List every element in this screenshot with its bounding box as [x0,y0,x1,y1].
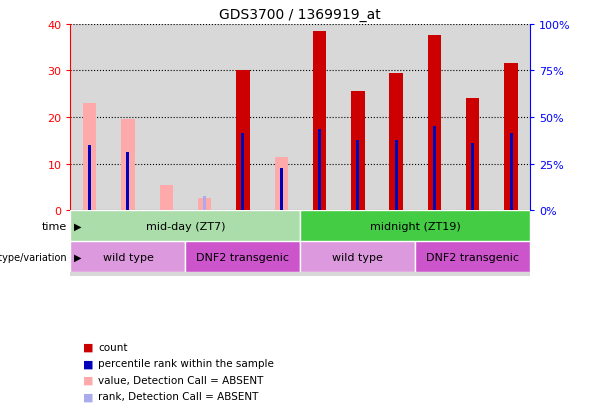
Text: ■: ■ [83,375,93,385]
Bar [109,25,147,211]
Text: count: count [98,342,128,352]
Bar [186,25,224,211]
Bar [318,129,321,211]
Text: DNF2 transgenic: DNF2 transgenic [196,252,289,262]
Bar [395,141,398,211]
Text: midnight (ZT19): midnight (ZT19) [370,221,461,231]
Bar [433,127,436,211]
Bar [377,211,416,277]
Bar [428,36,441,211]
Bar [159,185,173,211]
Bar [109,211,147,277]
Text: GSM310025: GSM310025 [162,214,171,269]
Bar [416,242,530,273]
Bar [351,92,365,211]
Bar [280,169,283,211]
Bar [224,25,262,211]
Title: GDS3700 / 1369919_at: GDS3700 / 1369919_at [219,8,381,22]
Bar [454,211,492,277]
Bar [203,197,206,211]
Bar [509,134,512,211]
Bar [275,157,288,211]
Bar [389,74,403,211]
Text: GSM310027: GSM310027 [353,214,362,269]
Bar [356,141,359,211]
Bar [300,211,530,242]
Bar [300,211,338,277]
Bar [300,25,338,211]
Text: wild type: wild type [332,252,383,262]
Text: GSM310026: GSM310026 [315,214,324,269]
Text: GSM310029: GSM310029 [200,214,209,269]
Text: time: time [42,221,67,231]
Bar [70,211,300,242]
Text: GSM310031: GSM310031 [276,214,286,269]
Bar [471,143,474,211]
Bar [121,120,135,211]
Text: rank, Detection Call = ABSENT: rank, Detection Call = ABSENT [98,392,259,401]
Bar [313,32,326,211]
Bar [492,25,530,211]
Bar [198,199,211,211]
Bar [186,211,224,277]
Text: GSM310030: GSM310030 [238,214,248,269]
Text: GSM310028: GSM310028 [392,214,401,269]
Bar [70,211,109,277]
Bar [504,64,518,211]
Bar [377,25,416,211]
Bar [338,211,377,277]
Text: value, Detection Call = ABSENT: value, Detection Call = ABSENT [98,375,264,385]
Bar [83,104,96,211]
Bar [466,99,479,211]
Bar [70,25,109,211]
Bar [242,134,245,211]
Bar [147,25,186,211]
Bar [126,152,129,211]
Text: ▶: ▶ [74,252,81,262]
Text: GSM310034: GSM310034 [506,214,516,269]
Text: GSM310032: GSM310032 [430,214,439,269]
Text: GSM310024: GSM310024 [123,214,132,268]
Bar [262,25,300,211]
Bar [416,211,454,277]
Text: ▶: ▶ [74,221,81,231]
Bar [186,242,300,273]
Text: GSM310033: GSM310033 [468,214,478,269]
Text: ■: ■ [83,342,93,352]
Text: ■: ■ [83,392,93,401]
Bar [262,211,300,277]
Bar [492,211,530,277]
Text: percentile rank within the sample: percentile rank within the sample [98,358,274,368]
Bar [338,25,377,211]
Bar [236,71,249,211]
Bar [300,242,416,273]
Text: GSM310023: GSM310023 [85,214,94,269]
Bar [147,211,186,277]
Text: mid-day (ZT7): mid-day (ZT7) [146,221,225,231]
Text: DNF2 transgenic: DNF2 transgenic [426,252,519,262]
Text: genotype/variation: genotype/variation [0,252,67,262]
Bar [70,242,186,273]
Bar [224,211,262,277]
Text: wild type: wild type [102,252,153,262]
Bar [454,25,492,211]
Bar [88,145,91,211]
Text: ■: ■ [83,358,93,368]
Bar [416,25,454,211]
